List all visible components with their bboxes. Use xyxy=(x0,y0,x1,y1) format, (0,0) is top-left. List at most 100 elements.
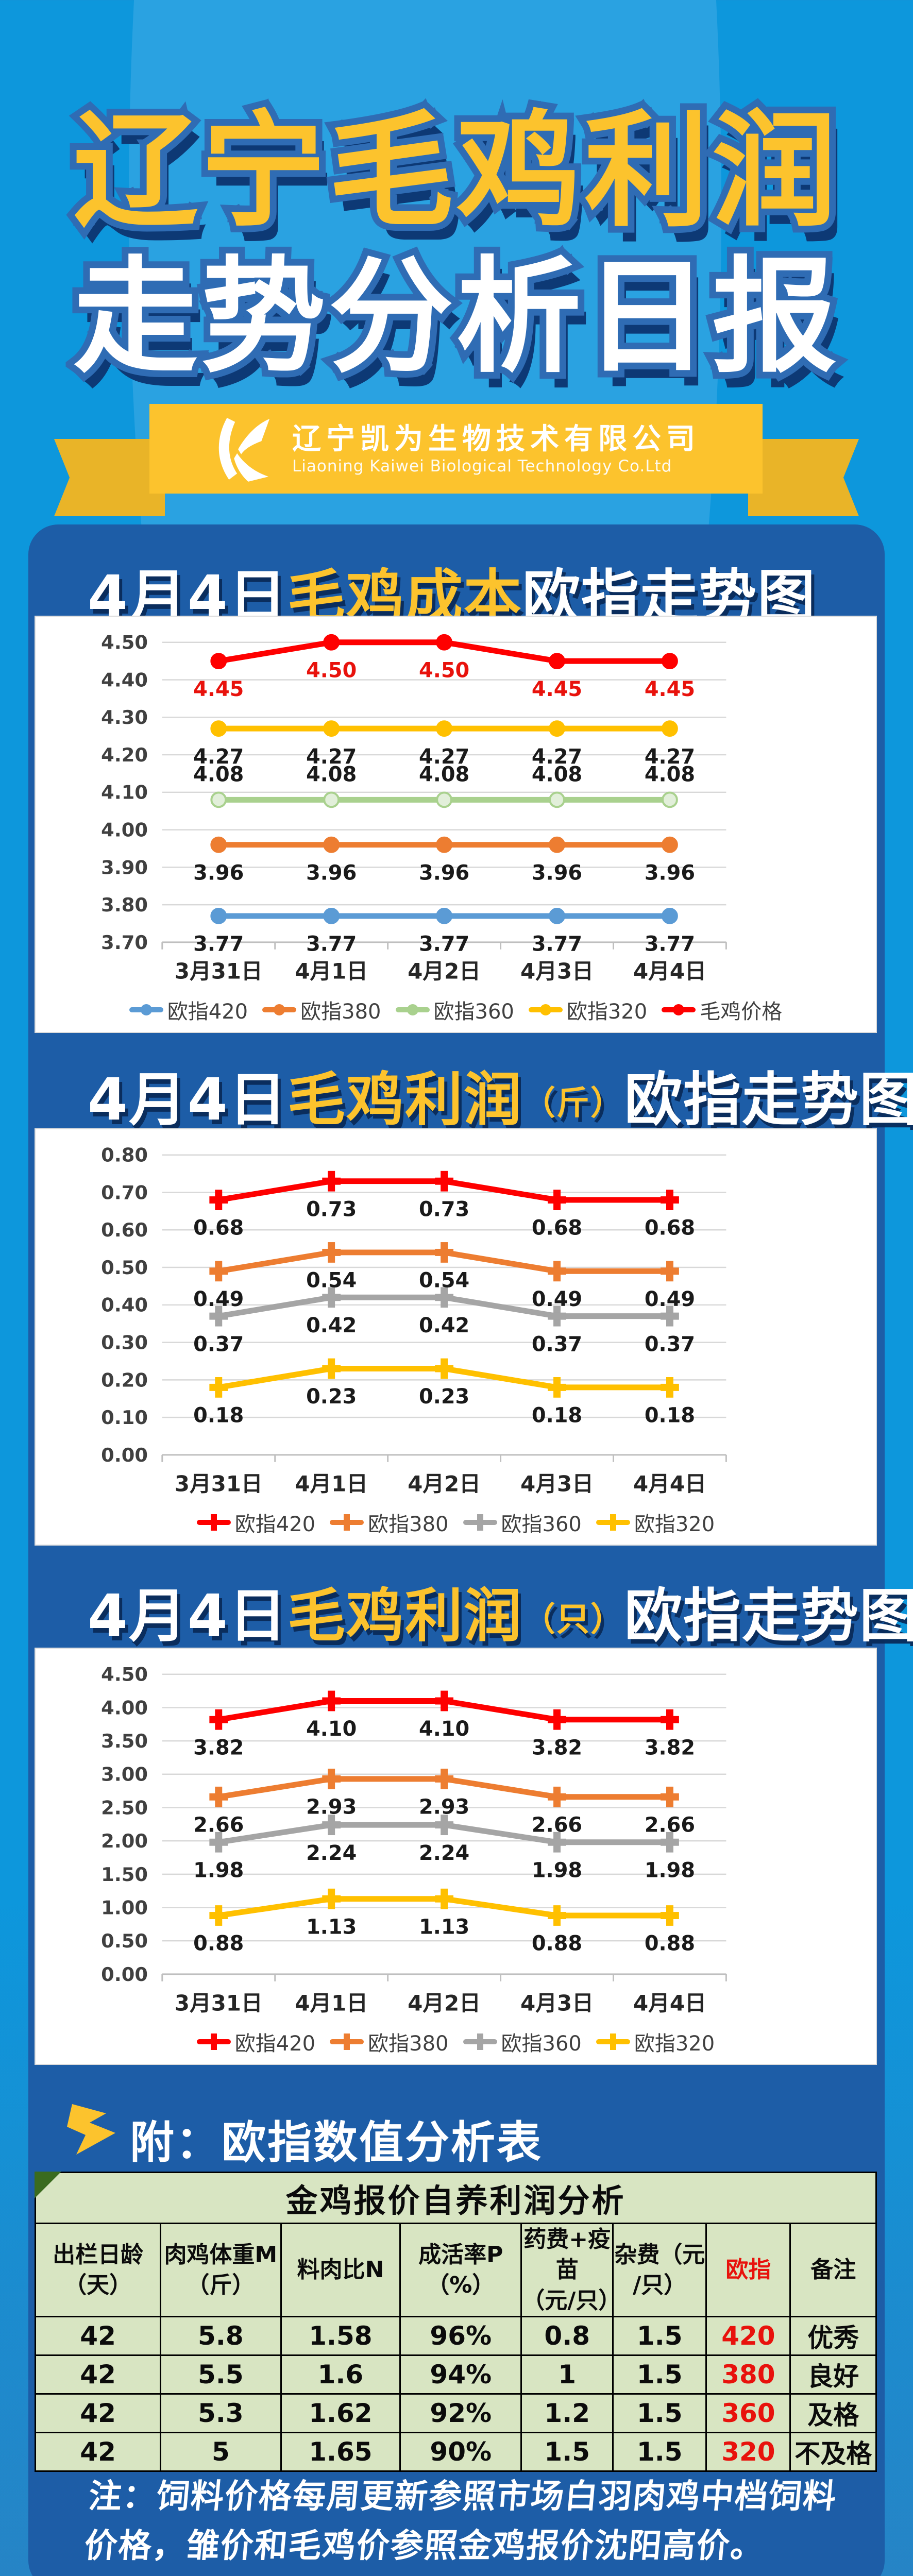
legend-label: 欧指320 xyxy=(634,1513,715,1536)
legend-marker-icon xyxy=(596,1514,630,1531)
chart3-plot: 4.50 4.00 3.50 3.00 2.50 2.00 1.50 1.00 0.50 0.00… xyxy=(101,1664,727,2016)
legend-marker-icon xyxy=(662,1004,696,1015)
legend-label: 欧指320 xyxy=(634,2032,715,2056)
legend-label: 欧指420 xyxy=(167,1000,248,1024)
table-cell: 1.5 xyxy=(612,2316,707,2357)
svg-text:0.20: 0.20 xyxy=(101,1369,148,1391)
company-banner: 辽宁凯为生物技术有限公司 Liaoning Kaiwei Biological … xyxy=(149,404,763,494)
svg-text:3.96: 3.96 xyxy=(645,861,695,885)
main-title-line2-outline: 走势分析日报 xyxy=(66,245,843,390)
svg-text:3.00: 3.00 xyxy=(101,1764,148,1786)
table-header-cell: 药费+疫苗 （元/只） xyxy=(520,2222,621,2318)
svg-text:3.82: 3.82 xyxy=(193,1736,244,1759)
main-title-line2: 走势分析日报 走势分析日报 xyxy=(0,245,913,391)
table-cell: 1.5 xyxy=(612,2354,707,2395)
svg-text:4.50: 4.50 xyxy=(101,632,148,654)
chart3-panel: 4.50 4.00 3.50 3.00 2.50 2.00 1.50 1.00 0.50 0.00… xyxy=(35,1648,877,2065)
svg-text:0.88: 0.88 xyxy=(193,1932,244,1956)
svg-text:0.23: 0.23 xyxy=(306,1385,357,1409)
table-header-cell: 欧指 xyxy=(705,2222,791,2318)
company-logo-icon xyxy=(218,418,270,482)
table-cell: 1.62 xyxy=(280,2393,401,2434)
legend-label: 毛鸡价格 xyxy=(700,1000,783,1024)
legend-item: 欧指360 xyxy=(463,1507,582,1537)
profit-table: 金鸡报价自养利润分析 出栏日龄 （天） 肉鸡体重M （斤） 料肉比N 成活率P （%）药… xyxy=(34,2172,877,2472)
legend-item: 欧指420 xyxy=(196,1507,316,1537)
legend-item: 欧指380 xyxy=(262,995,381,1025)
svg-text:3.96: 3.96 xyxy=(193,861,244,885)
svg-text:3.77: 3.77 xyxy=(419,933,469,956)
chart1-panel: 4.50 4.40 4.30 4.20 4.10 4.00 3.90 3.80 3.70 3月31… xyxy=(35,616,877,1033)
table-cell: 优秀 xyxy=(789,2316,877,2357)
svg-text:4.00: 4.00 xyxy=(101,1697,148,1719)
svg-text:0.40: 0.40 xyxy=(101,1294,148,1316)
svg-text:2.93: 2.93 xyxy=(306,1795,357,1819)
svg-text:3.70: 3.70 xyxy=(101,931,148,954)
svg-text:2.66: 2.66 xyxy=(532,1813,582,1837)
svg-text:3.80: 3.80 xyxy=(101,894,148,916)
svg-text:4月2日: 4月2日 xyxy=(408,1471,481,1497)
table-cell: 380 xyxy=(705,2354,791,2395)
svg-text:4.00: 4.00 xyxy=(101,819,148,841)
legend-item: 欧指360 xyxy=(463,2027,582,2057)
svg-text:0.73: 0.73 xyxy=(306,1197,357,1221)
svg-text:4.27: 4.27 xyxy=(306,745,357,769)
company-name-block: 辽宁凯为生物技术有限公司 Liaoning Kaiwei Biological … xyxy=(292,422,700,475)
chart3-heading: 4月4日毛鸡利润（只）欧指走势图 xyxy=(88,1569,913,1653)
svg-text:0.80: 0.80 xyxy=(101,1144,148,1166)
table-header-cell: 成活率P （%） xyxy=(399,2222,522,2318)
table-cell: 90% xyxy=(399,2432,522,2472)
svg-text:0.37: 0.37 xyxy=(532,1332,582,1356)
svg-text:2.24: 2.24 xyxy=(306,1841,357,1865)
svg-text:1.13: 1.13 xyxy=(306,1915,357,1939)
table-cell: 360 xyxy=(705,2393,791,2434)
svg-text:4月3日: 4月3日 xyxy=(520,1991,594,2016)
svg-text:0.50: 0.50 xyxy=(101,1930,148,1952)
table-cell: 0.8 xyxy=(520,2316,614,2357)
svg-text:3.77: 3.77 xyxy=(306,933,357,956)
main-title-line1: 辽宁毛鸡利润 辽宁毛鸡利润 xyxy=(0,99,913,245)
table-header-cell: 肉鸡体重M （斤） xyxy=(160,2222,282,2318)
svg-text:4.08: 4.08 xyxy=(419,763,469,787)
legend-item: 欧指320 xyxy=(596,2027,715,2057)
main-title-line2-text: 走势分析日报 xyxy=(73,245,840,390)
svg-text:3.50: 3.50 xyxy=(101,1730,148,1752)
legend-marker-icon xyxy=(463,2033,497,2050)
svg-text:4.10: 4.10 xyxy=(419,1717,469,1741)
svg-text:4月2日: 4月2日 xyxy=(408,1991,481,2016)
svg-text:4月1日: 4月1日 xyxy=(295,1471,368,1497)
svg-text:4.10: 4.10 xyxy=(101,782,148,804)
ribbon-tail-left xyxy=(54,439,165,516)
table-cell: 5.5 xyxy=(160,2354,282,2395)
legend-marker-icon xyxy=(330,2033,364,2050)
svg-text:4月4日: 4月4日 xyxy=(633,1991,706,2016)
table-cell: 及格 xyxy=(789,2393,877,2434)
svg-text:0.54: 0.54 xyxy=(306,1269,357,1293)
chart2-heading-highlight: 毛鸡利润 xyxy=(287,1066,522,1133)
table-row: 42 5.5 1.6 94% 1 1.5 380 良好 xyxy=(34,2354,877,2395)
svg-text:4.20: 4.20 xyxy=(101,744,148,766)
svg-text:2.24: 2.24 xyxy=(419,1841,469,1865)
svg-text:4.08: 4.08 xyxy=(193,763,244,787)
svg-text:0.42: 0.42 xyxy=(306,1314,357,1337)
svg-text:0.50: 0.50 xyxy=(101,1257,148,1279)
svg-text:3.96: 3.96 xyxy=(419,861,469,885)
svg-text:4.50: 4.50 xyxy=(306,658,357,682)
chart2-panel: 0.80 0.70 0.60 0.50 0.40 0.30 0.20 0.10 0.00 3月31… xyxy=(35,1128,877,1546)
table-row: 42 5.8 1.58 96% 0.8 1.5 420 优秀 xyxy=(34,2316,877,2357)
chart3-heading-unit: （只） xyxy=(522,1601,624,1639)
table-cell: 320 xyxy=(705,2432,791,2472)
legend-item: 欧指420 xyxy=(196,2027,315,2057)
legend-marker-icon xyxy=(395,1004,430,1015)
svg-text:4.50: 4.50 xyxy=(419,658,469,682)
chart3-heading-suffix: 欧指走势图 xyxy=(624,1583,913,1650)
footnote-line1: 注：饲料价格每周更新参照市场白羽肉鸡中档饲料 xyxy=(87,2478,839,2516)
svg-text:4.08: 4.08 xyxy=(645,763,695,787)
svg-text:3.77: 3.77 xyxy=(532,933,582,956)
svg-text:1.98: 1.98 xyxy=(193,1858,244,1882)
legend-item: 欧指320 xyxy=(528,995,647,1025)
chart2-heading: 4月4日毛鸡利润（斤）欧指走势图 xyxy=(88,1053,913,1137)
legend-label: 欧指420 xyxy=(234,1513,316,1536)
table-header-cell: 出栏日龄 （天） xyxy=(34,2222,162,2318)
svg-text:0.68: 0.68 xyxy=(645,1216,695,1240)
